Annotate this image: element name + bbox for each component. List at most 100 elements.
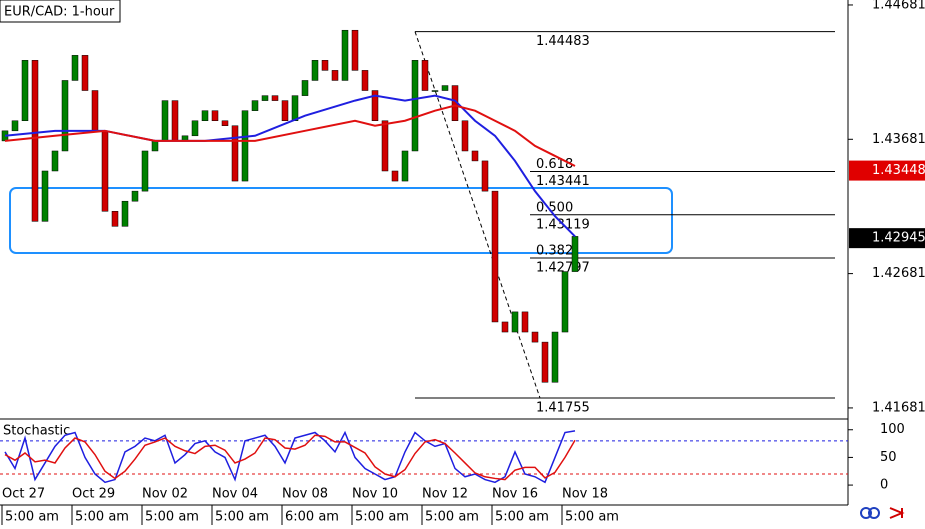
candle-body <box>91 90 99 132</box>
candle-body <box>561 271 569 333</box>
fib-ratio-label: 0.500 <box>536 200 573 215</box>
candle-body <box>511 311 519 333</box>
x-time-label: 5:00 am <box>215 510 269 525</box>
candle-body <box>131 190 139 202</box>
x-time-label: 5:00 am <box>495 510 549 525</box>
candle-body <box>41 170 49 222</box>
x-time-label: 5:00 am <box>145 510 199 525</box>
candle-body <box>421 60 429 91</box>
candle-body <box>141 150 149 192</box>
title-box <box>0 0 121 23</box>
candle-body <box>221 120 229 126</box>
fib-price-label: 1.41755 <box>536 400 590 415</box>
candle-body <box>101 130 109 212</box>
toolbar-icons[interactable] <box>860 507 905 519</box>
candle-body <box>321 60 329 71</box>
link-icon[interactable] <box>868 507 880 519</box>
candle-body <box>401 150 409 182</box>
fib-price-label: 1.44483 <box>536 34 590 49</box>
candle-body <box>231 125 239 182</box>
link-icon[interactable] <box>860 507 872 519</box>
candle-body <box>391 170 399 182</box>
candle-body <box>151 140 159 152</box>
candle-body <box>301 80 309 96</box>
candle-body <box>271 95 279 101</box>
chart-title: EUR/CAD: 1-hour <box>4 5 115 20</box>
x-date-label: Nov 04 <box>212 487 258 502</box>
candle-body <box>541 341 549 383</box>
candle-body <box>311 60 319 81</box>
candle-body <box>331 70 339 81</box>
x-date-label: Nov 10 <box>352 487 398 502</box>
fib-price-label: 1.43441 <box>536 174 590 189</box>
x-time-label: 6:00 am <box>285 510 339 525</box>
x-time-label: 5:00 am <box>75 510 129 525</box>
x-date-label: Nov 18 <box>562 487 608 502</box>
x-date-label: Nov 16 <box>492 487 538 502</box>
y-tick-label: 1.43681 <box>872 132 925 147</box>
candle-body <box>201 110 209 122</box>
candle-body <box>21 60 29 122</box>
y-tick-label: 0 <box>880 478 888 493</box>
price-marker <box>849 160 925 181</box>
candle-body <box>521 311 529 333</box>
y-tick-label: 1.42681 <box>872 266 925 281</box>
price-marker-label: 1.42945 <box>872 231 925 246</box>
x-date-label: Nov 12 <box>422 487 468 502</box>
candle-body <box>571 236 579 272</box>
fib-ratio-label: 0.618 <box>536 157 573 172</box>
fib-ratio-label: 0.382 <box>536 244 573 259</box>
x-time-label: 5:00 am <box>425 510 479 525</box>
x-time-label: 5:00 am <box>5 510 59 525</box>
candle-body <box>81 55 89 91</box>
candle-body <box>61 80 69 152</box>
arrow-icon[interactable] <box>889 507 905 519</box>
y-tick-label: 1.44681 <box>872 0 925 12</box>
candle-body <box>501 321 509 333</box>
candle-body <box>111 211 119 227</box>
price-marker-label: 1.43448 <box>872 163 925 178</box>
candle-body <box>261 95 269 101</box>
price-marker <box>849 228 925 249</box>
y-tick-label: 1.41681 <box>872 400 925 415</box>
candle-body <box>481 160 489 192</box>
x-time-label: 5:00 am <box>355 510 409 525</box>
candle-body <box>341 29 349 81</box>
candle-body <box>441 85 449 91</box>
candle-body <box>531 331 539 343</box>
candle-body <box>211 110 219 122</box>
x-time-label: 5:00 am <box>565 510 619 525</box>
candle-body <box>241 110 249 182</box>
candle-body <box>121 200 129 227</box>
candle-body <box>51 150 59 172</box>
candle-body <box>461 120 469 152</box>
stochastic-line <box>4 434 576 481</box>
candle-body <box>411 60 419 152</box>
candle-body <box>381 120 389 172</box>
candle-body <box>471 150 479 162</box>
candle-body <box>71 55 79 81</box>
candle-body <box>351 29 359 71</box>
candle-body <box>371 90 379 122</box>
x-date-label: Oct 27 <box>2 487 45 502</box>
y-tick-label: 100 <box>880 422 905 437</box>
candle-body <box>491 190 499 323</box>
panel-title: Stochastic <box>3 424 70 439</box>
fib-trend-line <box>414 31 541 399</box>
candle-body <box>171 100 179 142</box>
moving-average <box>4 104 576 167</box>
candle-body <box>11 120 19 132</box>
candle-body <box>551 331 559 383</box>
candle-body <box>431 90 439 92</box>
y-tick-label: 50 <box>880 450 897 465</box>
candle-body <box>191 120 199 137</box>
candle-body <box>31 60 39 222</box>
stochastic-line <box>4 430 576 484</box>
candle-body <box>251 100 259 111</box>
candle-body <box>281 100 289 122</box>
candle-body <box>361 70 369 91</box>
x-date-label: Oct 29 <box>72 487 115 502</box>
candle-body <box>161 100 169 142</box>
